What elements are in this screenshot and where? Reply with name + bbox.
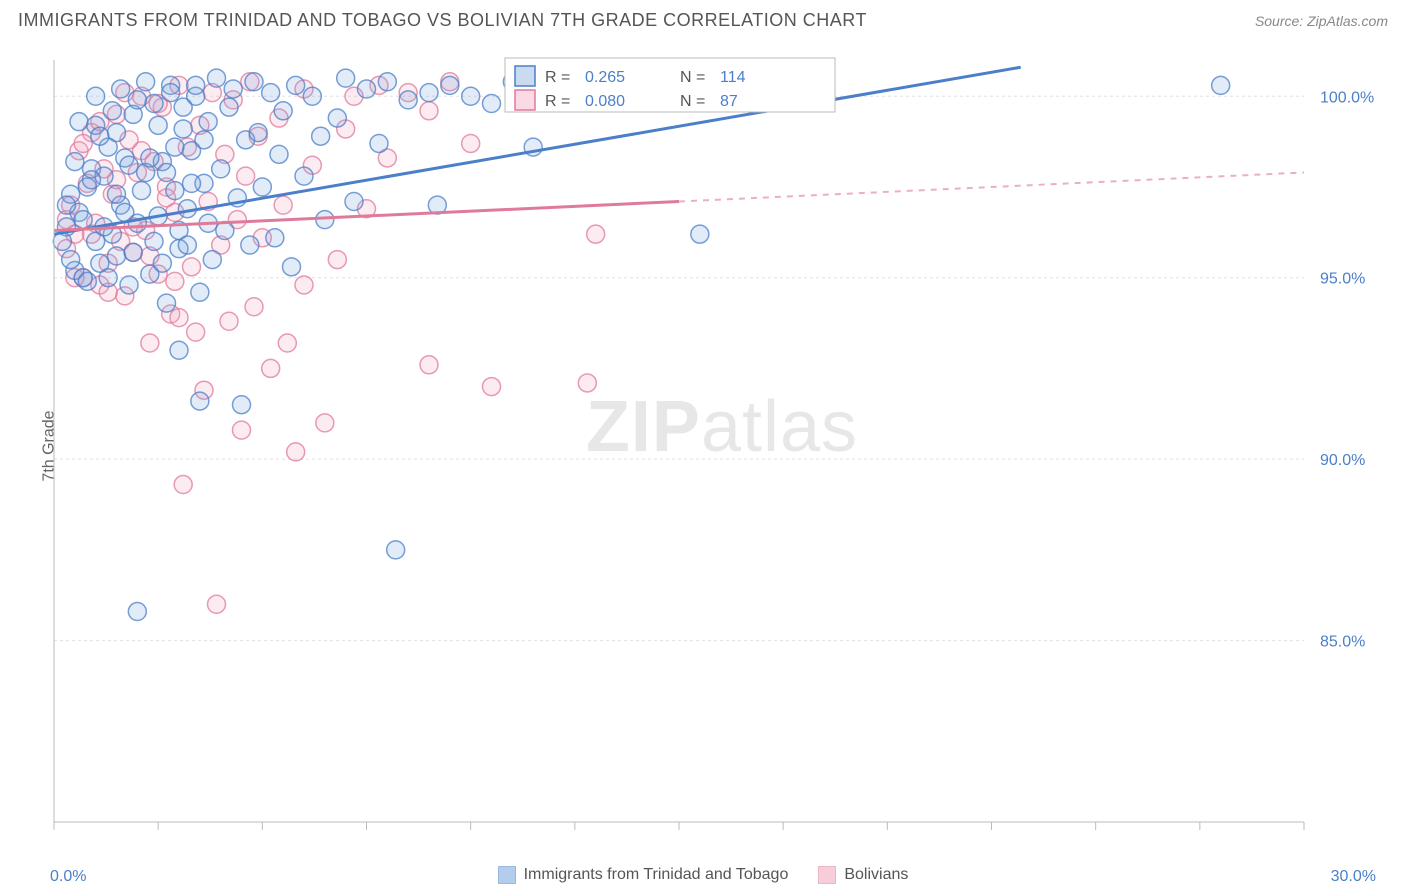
- svg-text:87: 87: [720, 93, 738, 110]
- legend-swatch-icon: [498, 866, 516, 884]
- source-name: ZipAtlas.com: [1307, 13, 1388, 29]
- svg-text:100.0%: 100.0%: [1320, 89, 1374, 106]
- source-attribution: Source: ZipAtlas.com: [1255, 13, 1388, 29]
- svg-text:N =: N =: [680, 69, 705, 86]
- svg-text:90.0%: 90.0%: [1320, 452, 1365, 469]
- chart-header: IMMIGRANTS FROM TRINIDAD AND TOBAGO VS B…: [0, 0, 1406, 37]
- svg-text:114: 114: [720, 69, 746, 86]
- svg-text:R =: R =: [545, 69, 570, 86]
- svg-text:95.0%: 95.0%: [1320, 271, 1365, 288]
- legend-label: Immigrants from Trinidad and Tobago: [524, 866, 789, 884]
- svg-text:0.080: 0.080: [585, 93, 625, 110]
- svg-text:N =: N =: [680, 93, 705, 110]
- legend-swatch-icon: [818, 866, 836, 884]
- legend-item-trinidad: Immigrants from Trinidad and Tobago: [498, 866, 789, 884]
- svg-text:R =: R =: [545, 93, 570, 110]
- chart-title: IMMIGRANTS FROM TRINIDAD AND TOBAGO VS B…: [18, 10, 867, 31]
- legend-item-bolivian: Bolivians: [818, 866, 908, 884]
- source-label: Source:: [1255, 13, 1307, 29]
- bottom-legend: Immigrants from Trinidad and Tobago Boli…: [0, 866, 1406, 884]
- legend-label: Bolivians: [844, 866, 908, 884]
- scatter-chart-svg: 85.0% 90.0% 95.0% 100.0% R = 0.265 N = 114 R = 0.…: [50, 44, 1394, 842]
- svg-text:0.265: 0.265: [585, 69, 625, 86]
- chart-area: 85.0% 90.0% 95.0% 100.0% R = 0.265 N = 114 R = 0.…: [50, 44, 1394, 842]
- svg-text:85.0%: 85.0%: [1320, 634, 1365, 651]
